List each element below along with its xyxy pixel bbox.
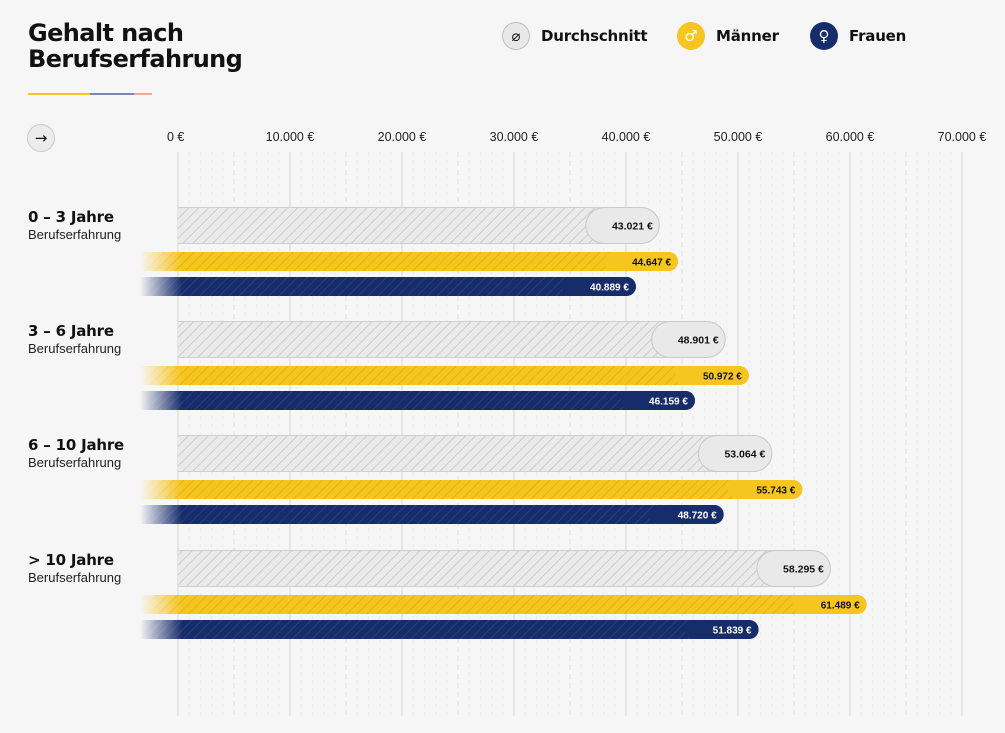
data-label-men: 55.743 € bbox=[756, 485, 795, 496]
bar-fade bbox=[140, 366, 182, 385]
bar-average bbox=[178, 207, 660, 244]
average-icon: ⌀ bbox=[502, 22, 530, 50]
value-pill-average bbox=[585, 207, 660, 244]
data-label-average: 43.021 € bbox=[612, 220, 653, 232]
bar-men bbox=[140, 252, 679, 271]
value-pill-women bbox=[620, 391, 695, 410]
x-tick-label: 70.000 € bbox=[938, 130, 987, 144]
data-label-average: 58.295 € bbox=[783, 563, 824, 575]
bar-men bbox=[140, 480, 803, 499]
bar-women bbox=[140, 505, 724, 524]
category-subtitle-3: Berufserfahrung bbox=[28, 570, 122, 585]
bar-fade bbox=[140, 252, 182, 271]
bar-men bbox=[140, 595, 867, 614]
category-title-1: 3 – 6 Jahre bbox=[28, 322, 114, 340]
data-label-women: 46.159 € bbox=[649, 396, 688, 407]
data-label-men: 61.489 € bbox=[821, 600, 860, 611]
bar-fade bbox=[140, 505, 182, 524]
bar-women bbox=[140, 620, 759, 639]
category-subtitle-0: Berufserfahrung bbox=[28, 227, 122, 242]
data-label-average: 53.064 € bbox=[724, 448, 765, 460]
arrow-right-icon: → bbox=[34, 129, 48, 147]
value-pill-men bbox=[792, 595, 867, 614]
x-tick-label: 40.000 € bbox=[602, 130, 651, 144]
bar-average bbox=[178, 435, 773, 472]
data-label-men: 50.972 € bbox=[703, 371, 742, 382]
bar-average bbox=[178, 321, 726, 358]
value-pill-average bbox=[756, 550, 831, 587]
bar-fade bbox=[140, 480, 182, 499]
accent-line-salmon bbox=[134, 93, 152, 95]
value-pill-men bbox=[728, 480, 803, 499]
legend-item-women[interactable]: ♀ Frauen bbox=[810, 22, 906, 50]
legend-item-men[interactable]: ♂ Männer bbox=[677, 22, 779, 50]
bar-fade bbox=[140, 391, 182, 410]
female-icon: ♀ bbox=[810, 22, 838, 50]
data-label-average: 48.901 € bbox=[678, 334, 719, 346]
bar-fade bbox=[140, 595, 182, 614]
male-icon: ♂ bbox=[677, 22, 705, 50]
bar-fade bbox=[140, 277, 182, 296]
chart-title-line-1: Gehalt nach bbox=[28, 19, 184, 47]
bar-men bbox=[140, 366, 749, 385]
accent-line-blue bbox=[90, 93, 134, 95]
value-pill-women bbox=[684, 620, 759, 639]
scroll-right-button[interactable]: → bbox=[27, 124, 55, 152]
value-pill-average bbox=[697, 435, 773, 472]
data-label-women: 40.889 € bbox=[590, 282, 629, 293]
value-pill-average bbox=[651, 321, 726, 358]
category-title-3: > 10 Jahre bbox=[28, 551, 114, 569]
value-pill-women bbox=[561, 277, 636, 296]
x-axis-ticks: 0 € 10.000 € 20.000 € 30.000 € 40.000 € 50.00… bbox=[167, 130, 986, 144]
bars: 43.021 € 44.647 € 40.889 € 48.901 € 50.972 €… bbox=[140, 207, 867, 639]
category-title-2: 6 – 10 Jahre bbox=[28, 436, 125, 454]
legend-item-average[interactable]: ⌀ Durchschnitt bbox=[502, 22, 648, 50]
x-tick-label: 20.000 € bbox=[378, 130, 427, 144]
x-tick-label: 0 € bbox=[167, 130, 184, 144]
x-tick-label: 50.000 € bbox=[714, 130, 763, 144]
bar-average bbox=[178, 550, 831, 587]
value-pill-men bbox=[604, 252, 679, 271]
x-tick-label: 10.000 € bbox=[266, 130, 315, 144]
x-tick-label: 30.000 € bbox=[490, 130, 539, 144]
data-label-women: 51.839 € bbox=[713, 625, 752, 636]
category-subtitle-2: Berufserfahrung bbox=[28, 455, 122, 470]
bar-women bbox=[140, 391, 695, 410]
category-title-0: 0 – 3 Jahre bbox=[28, 208, 114, 226]
legend-label-average: Durchschnitt bbox=[541, 27, 648, 45]
grid-lines bbox=[177, 152, 963, 716]
chart-title-line-2: Berufserfahrung bbox=[28, 45, 243, 73]
accent-line-yellow bbox=[28, 93, 90, 95]
x-tick-label: 60.000 € bbox=[826, 130, 875, 144]
legend-label-women: Frauen bbox=[849, 27, 907, 45]
legend-label-men: Männer bbox=[716, 27, 779, 45]
bar-fade bbox=[140, 620, 182, 639]
data-label-women: 48.720 € bbox=[678, 510, 717, 521]
category-subtitle-1: Berufserfahrung bbox=[28, 341, 122, 356]
data-label-men: 44.647 € bbox=[632, 257, 671, 268]
bar-women bbox=[140, 277, 636, 296]
value-pill-men bbox=[674, 366, 749, 385]
value-pill-women bbox=[649, 505, 724, 524]
